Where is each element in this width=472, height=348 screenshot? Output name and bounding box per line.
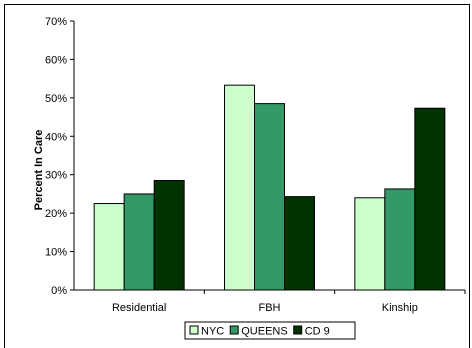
y-tick-label: 20% [45,208,67,220]
y-tick-label: 0% [51,285,67,297]
legend-box [184,321,356,340]
bar-queens-residential [123,193,155,291]
y-tick-label: 10% [45,247,67,259]
plot-area: 0% 10% 20% 30% 40% 50% 60% 70% Residential FBH Kin… [45,16,466,314]
y-tick-label: 60% [45,54,67,66]
legend-label-cd-9: CD 9 [305,326,330,338]
bar-nyc-fbh [224,84,255,291]
legend-label-nyc: NYC [201,326,224,338]
x-category-label: FBH [259,302,281,314]
y-tick-label: 30% [45,170,67,182]
legend-swatch-nyc [189,325,199,335]
legend-swatch-cd-9 [293,325,303,335]
bar-queens-kinship [384,188,416,291]
bar-nyc-kinship [354,197,386,291]
bar-cd-9-fbh [284,196,315,291]
y-tick-label: 50% [45,93,67,105]
x-category-label: Residential [112,302,166,314]
y-tick-label: 40% [45,131,67,143]
bar-cd-9-residential [153,179,185,291]
legend-label-queens: QUEENS [241,326,287,338]
bar-cd-9-kinship [414,107,446,291]
bar-nyc-residential [93,203,125,291]
legend-swatch-queens [229,325,239,335]
legend: NYC QUEENS CD 9 [184,321,356,340]
y-axis-label: Percent In Care [33,130,45,211]
x-category-label: Kinship [382,302,418,314]
y-tick-label: 70% [45,16,67,28]
bar-queens-fbh [254,103,285,291]
